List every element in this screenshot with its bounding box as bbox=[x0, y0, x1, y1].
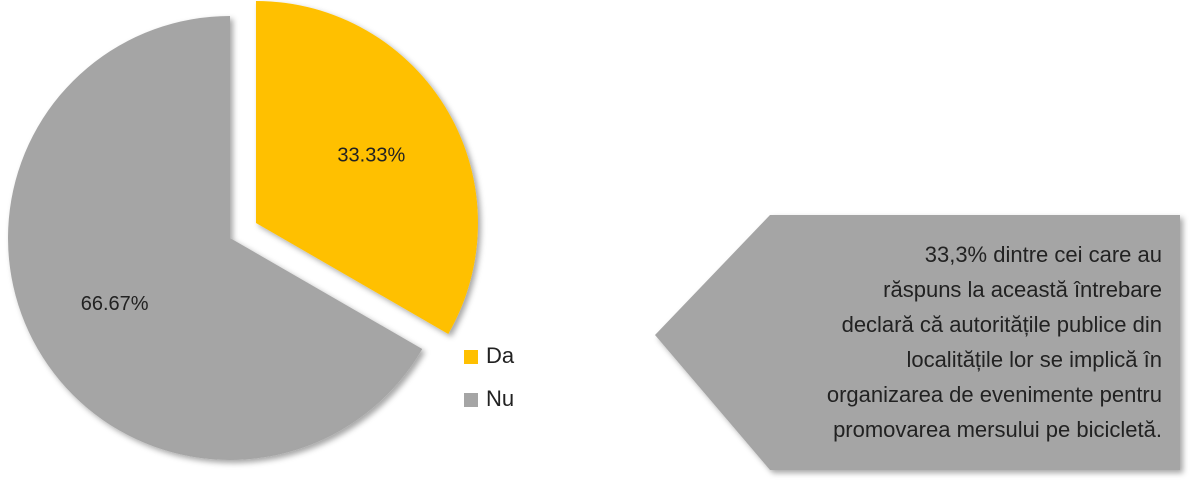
legend-swatch bbox=[464, 350, 478, 364]
annotation-line: declară că autoritățile publice din bbox=[842, 312, 1162, 337]
legend-label: Nu bbox=[486, 386, 514, 411]
callout-shape bbox=[655, 215, 1180, 470]
annotation-line: răspuns la această întrebare bbox=[883, 277, 1162, 302]
annotation-line: localitățile lor se implică în bbox=[906, 347, 1162, 372]
legend-swatch bbox=[464, 393, 478, 407]
pie-slice bbox=[255, 0, 478, 334]
annotation-line: organizarea de evenimente pentru bbox=[827, 382, 1162, 407]
pie-slice bbox=[8, 16, 423, 460]
data-label: 33.33% bbox=[337, 145, 405, 167]
annotation-line: 33,3% dintre cei care au bbox=[925, 242, 1162, 267]
data-label: 66.67% bbox=[81, 293, 149, 315]
annotation-line: promovarea mersului pe bicicletă. bbox=[833, 417, 1162, 442]
legend-label: Da bbox=[486, 343, 515, 368]
